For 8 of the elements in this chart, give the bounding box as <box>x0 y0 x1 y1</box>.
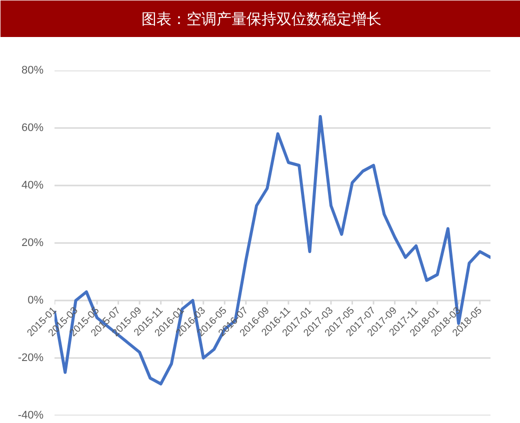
y-tick-label: 0% <box>28 294 44 306</box>
y-tick-label: 40% <box>21 180 44 192</box>
y-tick-label: 20% <box>21 237 44 249</box>
y-tick-label: 80% <box>21 64 44 76</box>
y-tick-label: -20% <box>18 352 44 364</box>
y-tick-label: -40% <box>18 410 44 422</box>
chart-title: 图表：空调产量保持双位数稳定增长 <box>142 10 382 28</box>
y-tick-label: 60% <box>21 122 44 134</box>
